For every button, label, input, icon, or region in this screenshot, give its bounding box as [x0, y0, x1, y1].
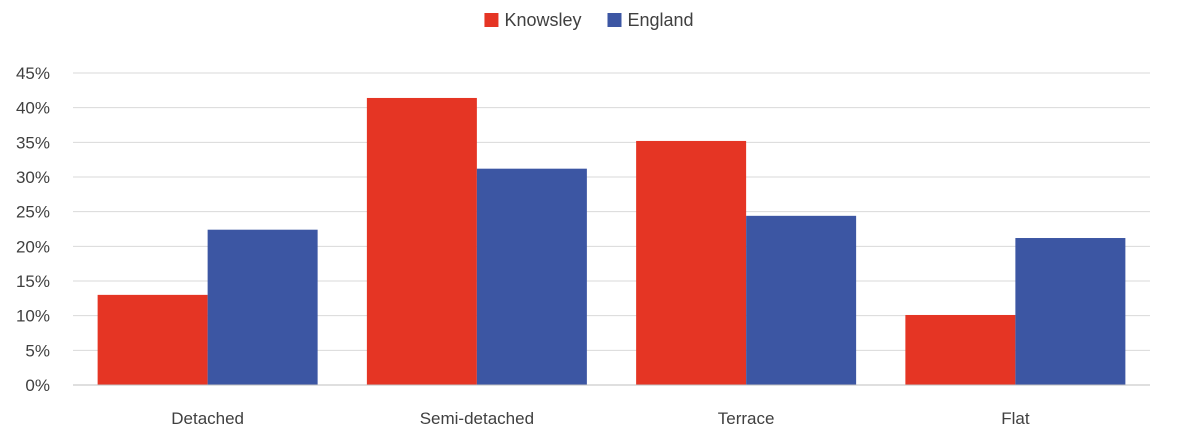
- legend: Knowsley England: [484, 10, 694, 30]
- bar-knowsley-detached: [97, 294, 208, 385]
- bar-england-detached: [207, 229, 318, 385]
- x-axis: Detached Semi-detached Terrace Flat: [73, 384, 1150, 428]
- y-tick-label: 15%: [16, 272, 50, 291]
- x-tick-label: Detached: [171, 409, 244, 428]
- y-tick-label: 35%: [16, 133, 50, 152]
- bar-knowsley-terrace: [636, 140, 747, 385]
- legend-item: England: [607, 10, 694, 30]
- legend-item: Knowsley: [484, 10, 581, 30]
- legend-swatch: [607, 13, 622, 27]
- bar-knowsley-flat: [905, 314, 1016, 385]
- bars: [97, 97, 1126, 386]
- y-tick-label: 40%: [16, 99, 50, 118]
- legend-swatch: [484, 13, 499, 27]
- y-tick-label: 30%: [16, 168, 50, 187]
- legend-label: Knowsley: [504, 10, 581, 30]
- y-tick-label: 10%: [16, 307, 50, 326]
- y-tick-label: 45%: [16, 64, 50, 83]
- x-tick-label: Semi-detached: [420, 409, 534, 428]
- bar-england-semi-detached: [476, 168, 587, 385]
- x-tick-label: Flat: [1001, 409, 1030, 428]
- legend-label: England: [627, 10, 693, 30]
- bar-england-terrace: [746, 215, 857, 385]
- y-tick-label: 25%: [16, 203, 50, 222]
- y-tick-label: 5%: [25, 341, 50, 360]
- y-tick-label: 20%: [16, 237, 50, 256]
- y-tick-label: 0%: [25, 376, 50, 395]
- y-axis: 0% 5% 10% 15% 20% 25% 30% 35% 40% 45%: [16, 64, 50, 395]
- x-tick-label: Terrace: [718, 409, 775, 428]
- bar-england-flat: [1015, 238, 1126, 385]
- bar-knowsley-semi-detached: [366, 97, 477, 386]
